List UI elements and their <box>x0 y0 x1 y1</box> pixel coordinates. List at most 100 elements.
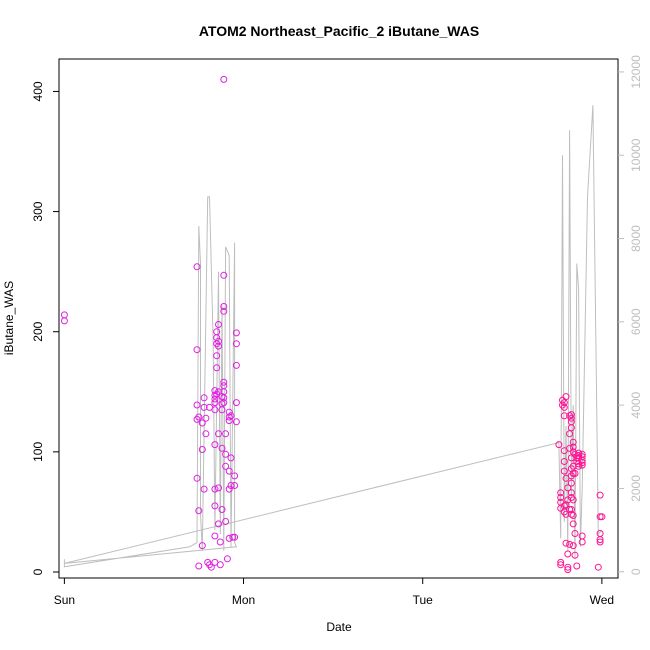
data-point <box>231 533 239 541</box>
data-point <box>571 450 579 458</box>
data-point <box>562 510 570 518</box>
x-tick-label: Mon <box>232 593 255 607</box>
right-y-tick-label: 6000 <box>629 308 643 335</box>
data-point <box>216 538 224 546</box>
series-line <box>63 105 603 568</box>
data-point <box>560 403 568 411</box>
data-point <box>596 538 604 546</box>
data-point <box>227 454 235 462</box>
data-point <box>569 542 577 550</box>
data-point <box>560 412 568 420</box>
data-point <box>222 462 230 470</box>
y-tick-label: 300 <box>31 201 45 221</box>
series-polyline <box>63 105 603 568</box>
data-point <box>211 532 219 540</box>
data-point <box>213 364 221 372</box>
data-point <box>220 394 228 402</box>
data-point <box>560 458 568 465</box>
x-tick-label: Sun <box>54 593 75 607</box>
data-point <box>200 394 208 402</box>
data-point <box>225 417 233 425</box>
data-point <box>227 482 235 489</box>
axes: Sun Mon Tue Wed0100200300400020004000600080… <box>31 55 643 607</box>
data-point <box>557 561 565 569</box>
data-point <box>195 507 203 515</box>
data-point <box>573 562 581 570</box>
data-point <box>557 489 565 497</box>
data-point <box>231 472 239 480</box>
data-point <box>60 311 68 319</box>
data-point <box>578 461 586 469</box>
data-point <box>220 303 228 310</box>
right-y-tick-label: 0 <box>629 568 643 575</box>
data-point <box>215 321 222 328</box>
data-point <box>567 414 575 422</box>
data-point <box>557 494 565 501</box>
data-point <box>195 562 203 570</box>
x-axis-label: Date <box>326 620 352 634</box>
y-axis-label: iButane_WAS <box>2 281 16 355</box>
y-tick-label: 200 <box>31 321 45 341</box>
data-point <box>202 414 210 422</box>
data-point <box>211 399 219 407</box>
data-point <box>557 558 565 566</box>
data-point <box>195 413 203 421</box>
data-points <box>60 75 606 574</box>
plot-frame <box>58 58 619 579</box>
data-point <box>596 491 604 499</box>
x-tick-label: Wed <box>590 593 614 607</box>
data-point <box>557 504 565 512</box>
data-point <box>211 387 219 395</box>
data-point <box>566 430 574 438</box>
data-point <box>594 563 602 571</box>
data-point <box>232 399 240 407</box>
data-point <box>564 550 572 558</box>
data-point <box>555 441 563 449</box>
data-point <box>569 443 577 451</box>
data-point <box>232 418 240 426</box>
data-point <box>562 393 570 401</box>
data-point <box>218 406 226 414</box>
y-tick-label: 0 <box>31 568 45 575</box>
data-point <box>193 401 201 409</box>
data-point <box>578 459 586 467</box>
data-point <box>569 438 577 446</box>
data-point <box>569 512 577 519</box>
data-point <box>567 479 575 487</box>
data-point <box>571 470 579 477</box>
data-point <box>211 391 219 399</box>
data-point <box>193 346 201 354</box>
data-point <box>215 337 222 345</box>
data-point <box>567 510 575 518</box>
right-y-tick-label: 2000 <box>629 475 643 502</box>
data-point <box>566 444 574 452</box>
data-point <box>562 501 570 509</box>
chart-title: ATOM2 Northeast_Pacific_2 iButane_WAS <box>199 23 479 39</box>
data-point <box>215 388 222 396</box>
right-y-tick-label: 4000 <box>629 391 643 418</box>
data-point <box>578 456 586 464</box>
data-point <box>215 484 222 492</box>
data-point <box>596 536 604 544</box>
data-point <box>198 419 206 427</box>
data-point <box>200 403 208 411</box>
data-point <box>193 263 201 271</box>
data-point <box>564 484 572 492</box>
data-point <box>569 520 577 528</box>
x-tick-label: Tue <box>413 593 434 607</box>
data-point <box>225 485 233 493</box>
right-y-tick-label: 12000 <box>629 55 643 89</box>
data-point <box>218 444 226 452</box>
data-point <box>575 462 583 470</box>
right-y-tick-label: 8000 <box>629 225 643 252</box>
data-point <box>575 452 583 459</box>
data-point <box>560 467 568 475</box>
data-point <box>222 430 230 438</box>
data-point <box>198 542 206 550</box>
data-point <box>232 340 240 348</box>
data-point <box>213 352 221 360</box>
data-point <box>566 540 574 548</box>
data-point <box>567 424 575 432</box>
data-point <box>564 563 572 571</box>
data-point <box>220 271 228 279</box>
